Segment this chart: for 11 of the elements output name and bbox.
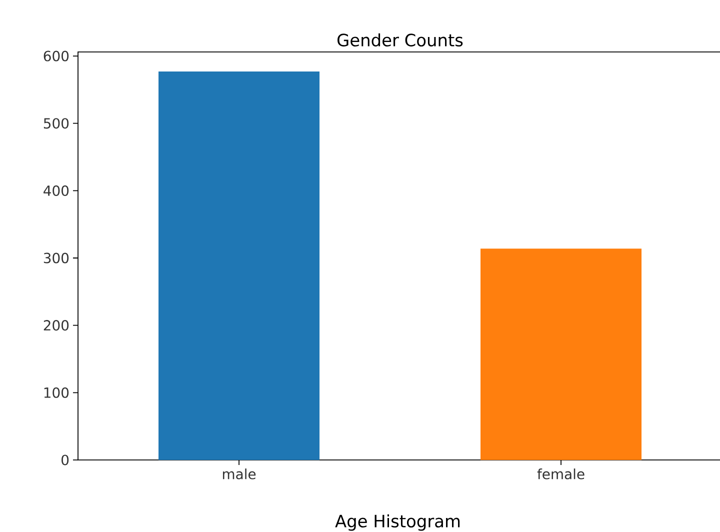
- y-tick-label: 200: [44, 320, 69, 331]
- y-tick-label: 400: [44, 185, 69, 196]
- y-tick-label: 100: [44, 387, 69, 398]
- x-tick-label: male: [222, 468, 256, 480]
- y-tick-label: 300: [44, 252, 69, 264]
- x-tick-label: female: [537, 468, 584, 480]
- y-tick-label: 500: [44, 118, 69, 129]
- y-tick-label: 600: [44, 50, 69, 62]
- chart-title: Gender Counts: [338, 33, 463, 46]
- text: Age Histogram: [335, 514, 460, 531]
- y-tick-label: 0: [62, 454, 69, 466]
